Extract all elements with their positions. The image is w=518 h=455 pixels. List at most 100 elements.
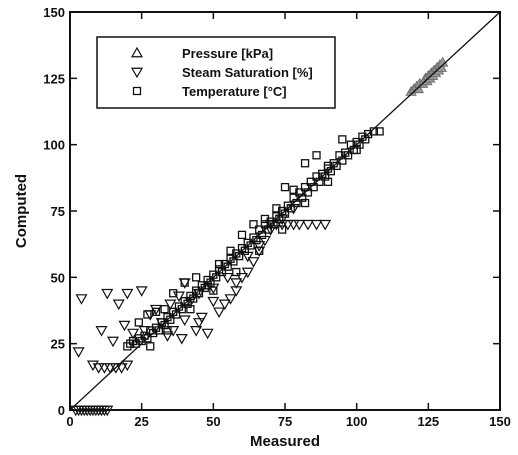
steam-saturation-point: [218, 299, 231, 311]
temperature-point: [300, 159, 310, 168]
steam-saturation-point: [230, 278, 243, 289]
steam-saturation-point: [221, 272, 234, 284]
temperature-point: [186, 305, 195, 314]
temperature-point: [143, 334, 152, 343]
legend-temperature-marker: [132, 86, 142, 96]
steam-saturation-point: [287, 219, 300, 231]
steam-saturation-point: [121, 360, 134, 372]
legend-steam-saturation-label: Steam Saturation [%]: [182, 65, 313, 80]
temperature-point: [289, 185, 298, 194]
pressure-point: [436, 56, 449, 67]
steam-saturation-point: [164, 299, 177, 311]
x-tick-label: 125: [417, 414, 439, 429]
temperature-point: [277, 225, 287, 234]
steam-saturation-point: [241, 267, 254, 279]
legend-steam-saturation-marker: [130, 67, 144, 79]
temperature-point: [323, 177, 333, 186]
steam-saturation-point: [121, 288, 134, 300]
temperature-point: [143, 310, 152, 319]
x-tick-label: 75: [278, 414, 292, 429]
steam-saturation-point: [127, 328, 140, 340]
steam-saturation-point: [86, 360, 99, 372]
series-temperature: [123, 127, 384, 351]
steam-saturation-point: [75, 294, 88, 305]
temperature-point: [363, 129, 373, 139]
legend-pressure-marker: [130, 46, 144, 58]
temperature-point: [260, 214, 270, 224]
axis-ticks: 0 25 50 75 100 125 150 0 25 50 75 100 125 150: [43, 5, 511, 429]
steam-saturation-point: [112, 299, 125, 311]
steam-saturation-point: [115, 363, 128, 374]
steam-saturation-point: [213, 307, 226, 319]
steam-saturation-point: [201, 328, 214, 340]
temperature-point: [134, 318, 143, 327]
temperature-point: [312, 151, 321, 160]
steam-saturation-point: [118, 320, 131, 332]
temperature-point: [191, 273, 201, 282]
steam-saturation-point: [207, 296, 220, 308]
chart-marks: [69, 56, 449, 417]
y-tick-label: 125: [43, 71, 65, 86]
x-tick-label: 150: [489, 414, 511, 429]
steam-saturation-point: [293, 219, 306, 231]
steam-saturation-point: [281, 219, 294, 231]
steam-saturation-point: [149, 304, 163, 316]
steam-saturation-point: [195, 312, 208, 324]
steam-saturation-point: [224, 294, 237, 305]
steam-saturation-point: [247, 257, 260, 268]
temperature-point: [255, 246, 264, 255]
temperature-point: [146, 342, 155, 351]
temperature-point: [338, 135, 347, 144]
steam-saturation-point: [92, 363, 105, 374]
x-tick-label: 100: [346, 414, 368, 429]
y-tick-label: 50: [51, 270, 65, 285]
temperature-point: [214, 259, 224, 269]
x-axis-title: Measured: [250, 433, 320, 450]
temperature-point: [163, 326, 172, 335]
x-tick-label: 25: [134, 414, 148, 429]
steam-saturation-point: [72, 347, 85, 358]
steam-saturation-point: [310, 219, 323, 231]
temperature-point: [375, 127, 384, 136]
temperature-point: [232, 267, 241, 277]
steam-saturation-point: [175, 334, 188, 345]
series-steam-saturation: [69, 203, 332, 417]
steam-saturation-point: [192, 318, 206, 329]
temperature-point: [151, 307, 161, 316]
steam-saturation-point: [104, 363, 117, 374]
y-tick-label: 150: [43, 5, 65, 20]
steam-saturation-point: [135, 286, 148, 297]
legend: Pressure [kPa] Steam Saturation [%] Temper…: [96, 36, 336, 109]
temperature-point: [226, 246, 235, 255]
y-tick-label: 75: [51, 204, 65, 219]
steam-saturation-point: [109, 363, 122, 374]
temperature-point: [209, 286, 218, 295]
temperature-point: [180, 278, 189, 287]
legend-temperature-label: Temperature [°C]: [182, 84, 287, 99]
legend-entries: Pressure [kPa] Steam Saturation [%] Temper…: [130, 46, 313, 99]
steam-saturation-point: [235, 272, 249, 284]
temperature-point: [169, 289, 178, 298]
steam-saturation-point: [101, 288, 114, 300]
y-tick-label: 100: [43, 138, 65, 153]
temperature-point: [272, 204, 281, 213]
temperature-point: [160, 305, 169, 314]
steam-saturation-point: [95, 326, 108, 337]
series-pressure: [405, 56, 449, 96]
steam-saturation-point: [178, 315, 191, 326]
y-tick-label: 25: [51, 337, 65, 352]
temperature-point: [300, 198, 310, 208]
temperature-point: [237, 230, 247, 240]
temperature-point: [280, 182, 290, 192]
temperature-point: [249, 220, 258, 229]
steam-saturation-point: [319, 219, 332, 231]
steam-saturation-point: [98, 363, 111, 374]
steam-saturation-point: [106, 336, 120, 348]
identity-reference-line: [69, 11, 501, 411]
steam-saturation-point: [161, 331, 174, 342]
y-axis-title: Computed: [13, 174, 30, 248]
x-tick-label: 50: [206, 414, 220, 429]
steam-saturation-point: [190, 326, 203, 337]
steam-saturation-point: [301, 219, 314, 231]
